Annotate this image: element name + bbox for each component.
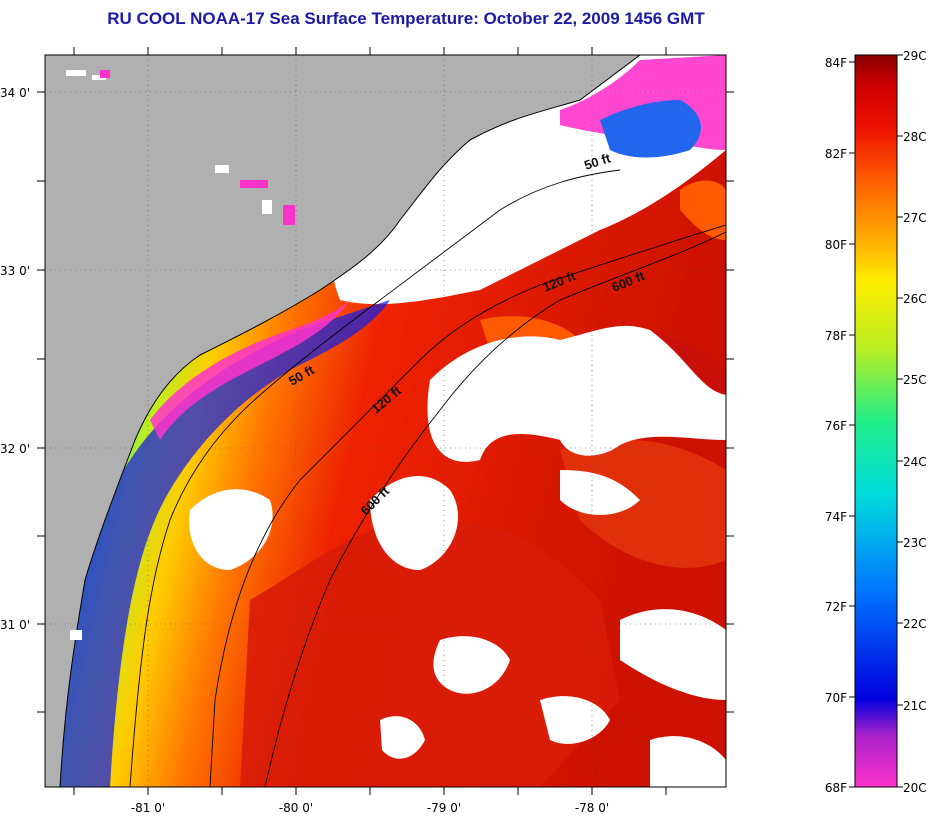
map-title: RU COOL NOAA-17 Sea Surface Temperature:… — [107, 9, 705, 28]
lon-label-79: -79 0' — [427, 801, 461, 815]
cb-c-28: 28C — [903, 130, 927, 144]
cb-c-22: 22C — [903, 617, 927, 631]
lat-label-32: 32 0' — [0, 442, 30, 456]
map-frame — [44, 54, 727, 788]
coastline — [59, 55, 641, 787]
colorbar-fahrenheit-labels: 84F 82F 80F 78F 76F 74F 72F 70F 68F — [825, 56, 847, 795]
nearshore-cold-band — [60, 300, 390, 787]
colorbar: 84F 82F 80F 78F 76F 74F 72F 70F 68F 29C … — [825, 49, 927, 795]
cb-f-72: 72F — [825, 600, 847, 614]
longitude-labels: -81 0' -80 0' -79 0' -78 0' — [131, 801, 609, 815]
cb-f-68: 68F — [825, 781, 847, 795]
depth-contours — [129, 169, 726, 787]
land-pink-specks — [100, 70, 295, 225]
cb-f-82: 82F — [825, 147, 847, 161]
cb-f-78: 78F — [825, 329, 847, 343]
cb-c-29: 29C — [903, 49, 927, 63]
contour-50ft — [129, 169, 621, 787]
lon-label-78: -78 0' — [575, 801, 609, 815]
cb-c-27: 27C — [903, 211, 927, 225]
cb-f-70: 70F — [825, 691, 847, 705]
cb-f-80: 80F — [825, 238, 847, 252]
cb-c-21: 21C — [903, 699, 927, 713]
colorbar-celsius-labels: 29C 28C 27C 26C 25C 24C 23C 22C 21C 20C — [903, 49, 927, 795]
land-mass — [45, 55, 640, 787]
cb-f-84: 84F — [825, 56, 847, 70]
contour-600ft — [264, 231, 726, 787]
contour-120ft — [209, 224, 726, 787]
latitude-labels: 34 0' 33 0' 32 0' 31 0' — [0, 86, 30, 632]
lat-label-34: 34 0' — [0, 86, 30, 100]
northern-blue-patch — [600, 100, 701, 158]
cb-f-74: 74F — [825, 510, 847, 524]
cb-f-76: 76F — [825, 419, 847, 433]
nearshore-pink-band — [150, 300, 350, 440]
cb-c-20: 20C — [903, 781, 927, 795]
colorbar-celsius-ticks — [897, 54, 903, 788]
colorbar-gradient — [854, 54, 898, 788]
land-cloud-specks — [66, 70, 272, 640]
lon-label-80: -80 0' — [279, 801, 313, 815]
cb-c-26: 26C — [903, 292, 927, 306]
lon-label-81: -81 0' — [131, 801, 165, 815]
axis-ticks — [37, 47, 734, 795]
graticule — [45, 55, 726, 787]
lat-label-33: 33 0' — [0, 264, 30, 278]
cb-c-25: 25C — [903, 373, 927, 387]
lat-label-31: 31 0' — [0, 618, 30, 632]
cb-c-23: 23C — [903, 536, 927, 550]
cb-c-24: 24C — [903, 455, 927, 469]
colorbar-fahrenheit-ticks — [849, 61, 855, 788]
